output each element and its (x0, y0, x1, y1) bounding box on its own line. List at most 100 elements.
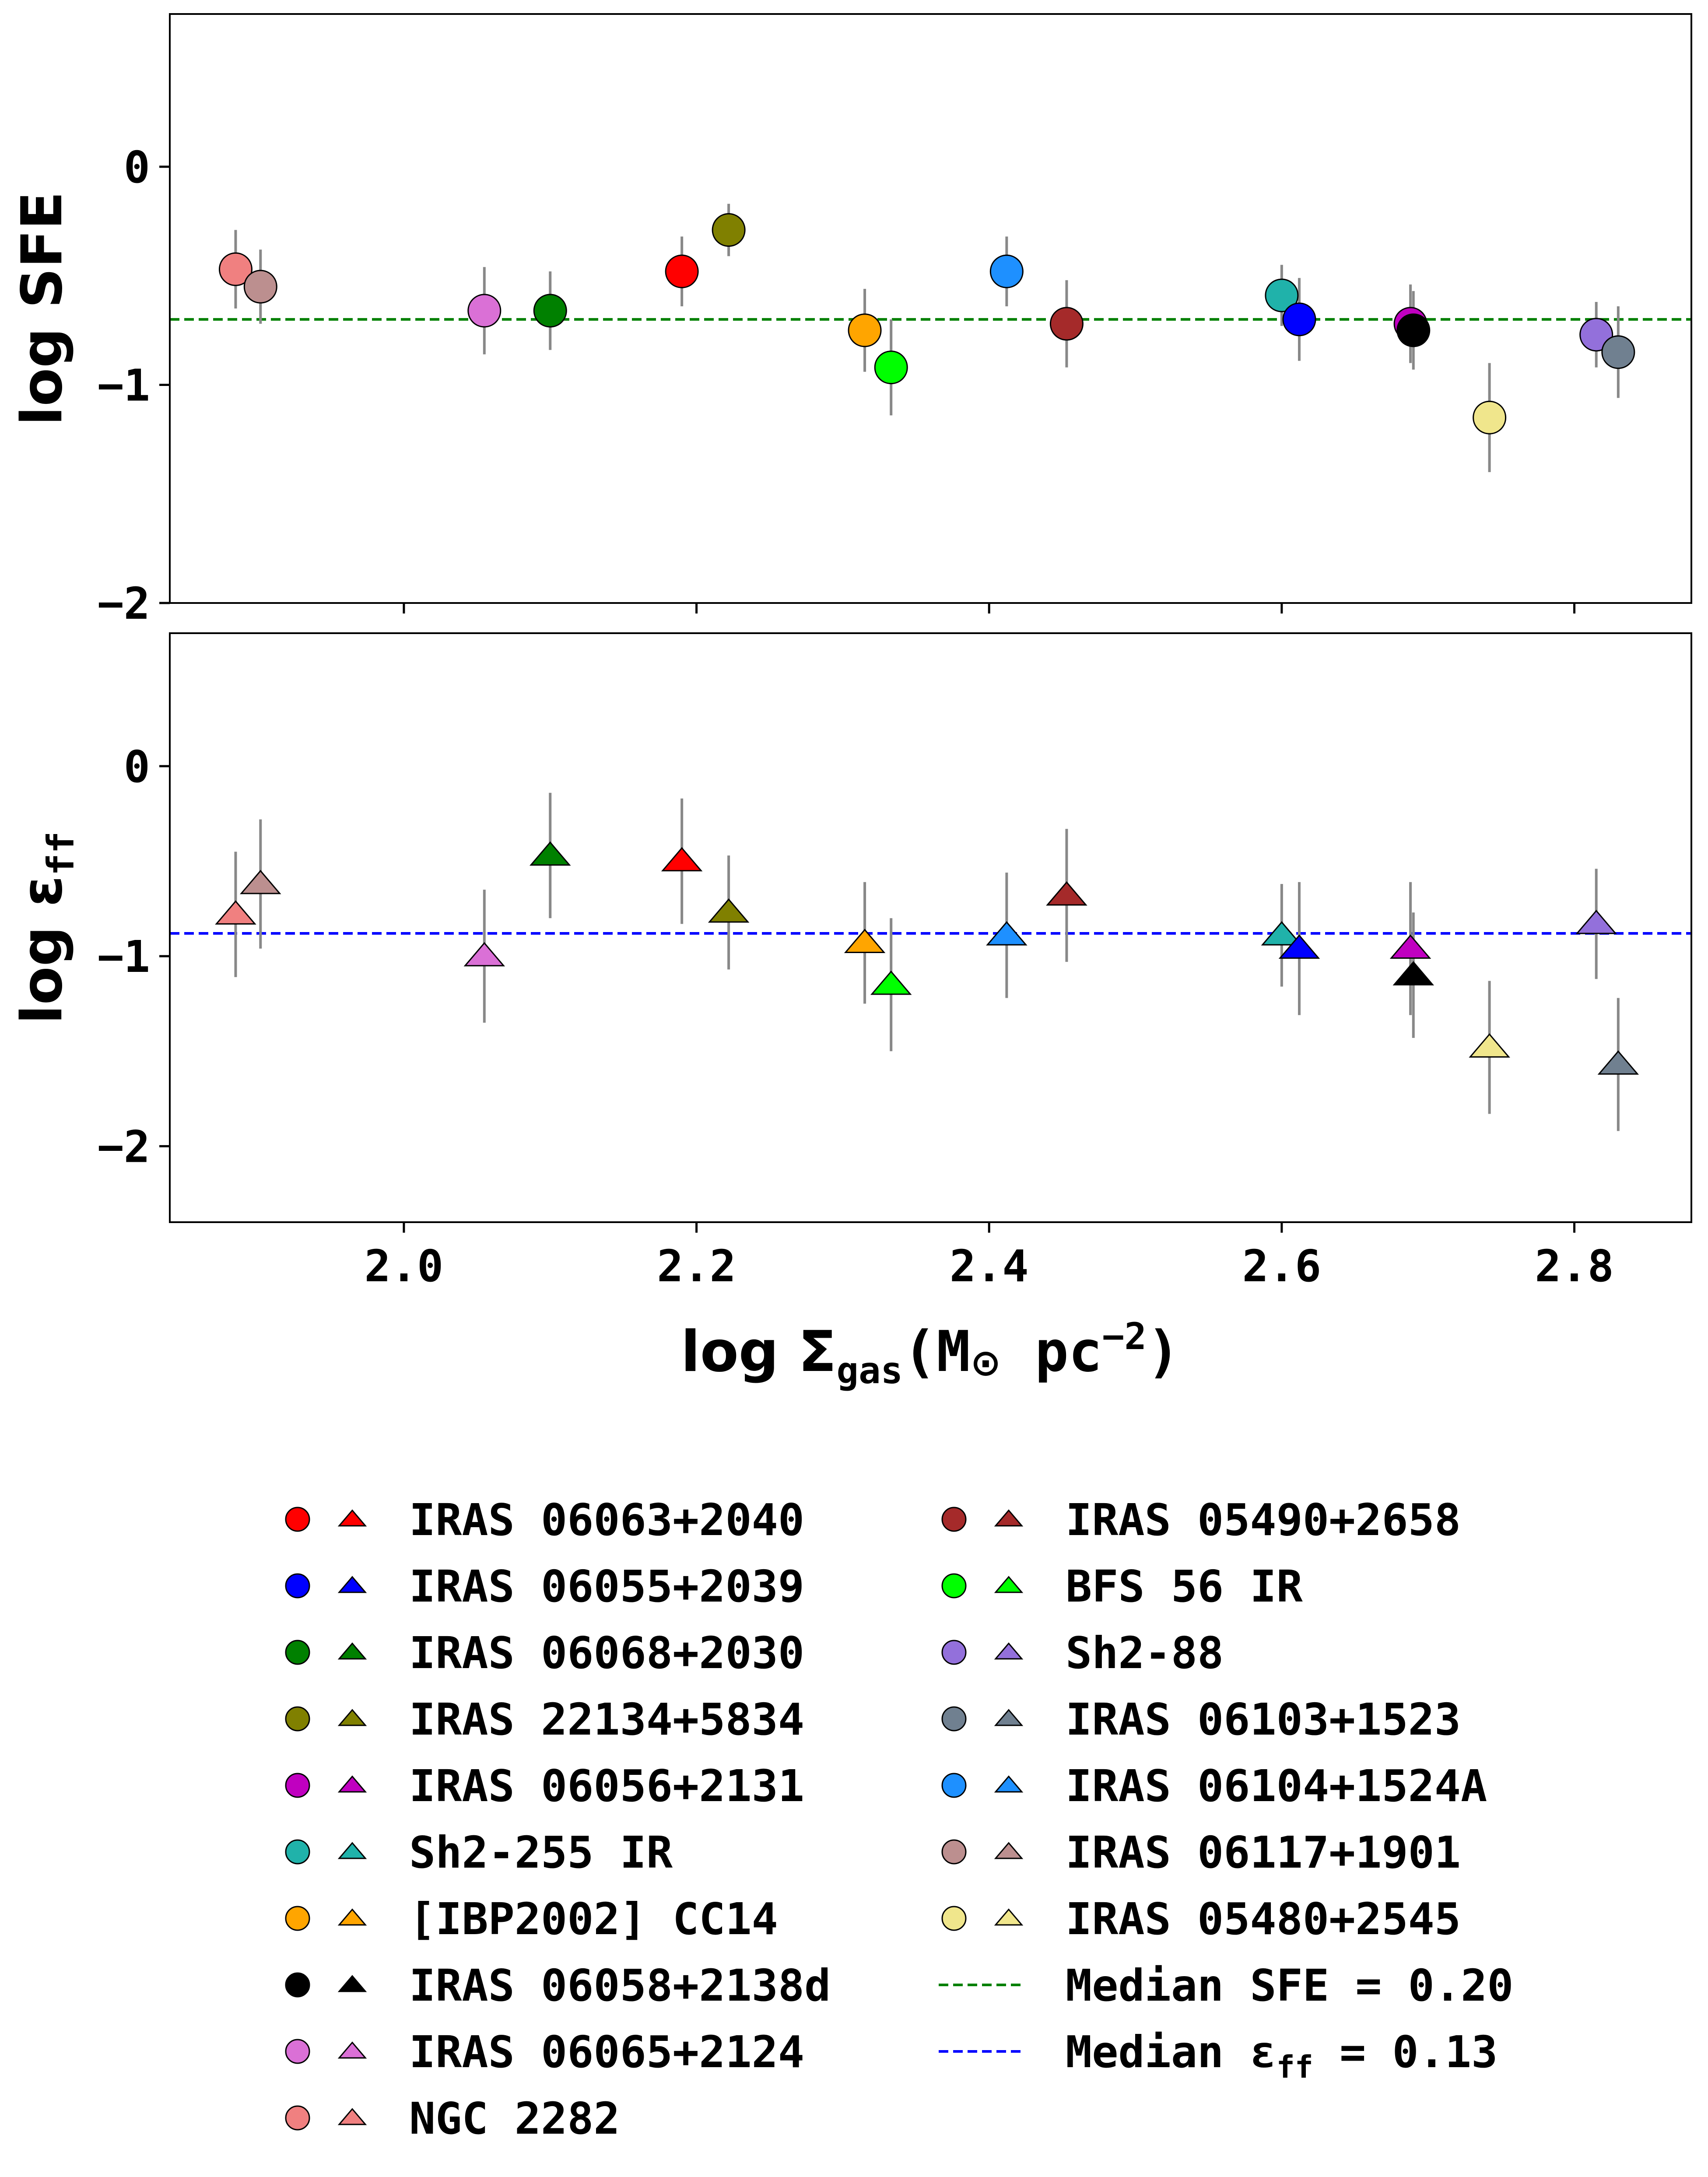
x-axis-label: log Σgas(M⊙ pc−2) (681, 1315, 1180, 1392)
legend-item: IRAS 06063+2040 (285, 1494, 804, 1546)
data-point-triangle (1575, 909, 1617, 934)
x-axis-label-exponent: −2 (1102, 1315, 1147, 1358)
legend-item: Sh2-88 (941, 1627, 1224, 1679)
data-point-circle (989, 254, 1024, 288)
legend-label: IRAS 22134+5834 (409, 1694, 804, 1745)
legend-circle-marker (941, 1706, 967, 1732)
y-tick-label: 0 (124, 142, 150, 193)
legend-circle-marker (285, 1839, 310, 1865)
legend-label: IRAS 05490+2658 (1066, 1494, 1461, 1546)
data-point-triangle (1046, 881, 1087, 906)
legend-circle-marker (285, 1573, 310, 1599)
x-axis-label-unit-rest: pc (1001, 1319, 1102, 1385)
y-axis-label: log εff (10, 831, 82, 1024)
legend-item: IRAS 06104+1524A (941, 1760, 1487, 1812)
legend-item: IRAS 06068+2030 (285, 1627, 804, 1679)
data-point-triangle (870, 970, 912, 995)
legend-item: IRAS 06055+2039 (285, 1561, 804, 1612)
legend-item: [IBP2002] CC14 (285, 1893, 778, 1945)
legend-label: IRAS 06068+2030 (409, 1627, 804, 1679)
data-point-triangle (1278, 934, 1320, 959)
x-tick-label: 2.2 (657, 1241, 736, 1292)
top-panel: 0 −1 −2 log SFE (10, 13, 1692, 629)
x-axis-label-main: log Σ (681, 1319, 836, 1385)
legend-triangle-marker (337, 1908, 367, 1926)
legend-triangle-marker (337, 1576, 367, 1593)
legend-item: IRAS 05490+2658 (941, 1494, 1461, 1546)
legend-triangle-marker (994, 1842, 1024, 1859)
legend-item: BFS 56 IR (941, 1561, 1303, 1612)
data-point-triangle (463, 942, 505, 967)
x-axis-label-unit: (M (903, 1319, 970, 1385)
data-point-circle (665, 254, 699, 288)
legend-circle-marker (285, 1507, 310, 1532)
legend-label: IRAS 06063+2040 (409, 1494, 804, 1546)
data-point-circle (243, 270, 277, 304)
axes-frame (169, 632, 1692, 1223)
y-tick-label: −1 (98, 931, 150, 982)
legend-triangle-marker (337, 1642, 367, 1660)
data-point-circle (1282, 302, 1316, 337)
data-point-circle (533, 294, 567, 328)
legend-item: IRAS 06117+1901 (941, 1827, 1461, 1878)
legend-circle-marker (941, 1507, 967, 1532)
data-point-circle (467, 294, 502, 328)
data-point-triangle (240, 869, 281, 894)
legend-item-median-eff: Median εff = 0.13 (939, 2026, 1498, 2085)
data-point-triangle (1597, 1050, 1639, 1075)
data-point-circle (218, 252, 253, 286)
legend-circle-marker (941, 1906, 967, 1931)
legend-item: IRAS 06058+2138d (285, 1960, 831, 2011)
data-point-circle (848, 313, 882, 347)
y-tick-label: −2 (98, 578, 150, 629)
x-axis-label-sub: gas (836, 1349, 903, 1392)
legend-triangle-marker (337, 1842, 367, 1859)
y-tick-label: 0 (124, 741, 150, 792)
legend-circle-marker (285, 2105, 310, 2131)
legend-circle-marker (285, 1640, 310, 1665)
data-point-triangle (215, 900, 256, 925)
data-point-triangle (708, 898, 750, 923)
legend-item: IRAS 05480+2545 (941, 1893, 1461, 1945)
y-axis-label-sub: ff (39, 831, 82, 876)
legend-triangle-marker (994, 1576, 1024, 1593)
data-point-circle (1396, 313, 1431, 347)
data-point-triangle (1469, 1033, 1510, 1058)
legend-label: [IBP2002] CC14 (409, 1893, 778, 1945)
legend-item: NGC 2282 (285, 2093, 620, 2144)
legend-median-eff-label: Median εff = 0.13 (1066, 2026, 1498, 2085)
x-axis-label-close: ) (1147, 1319, 1180, 1385)
legend-circle-marker (285, 1706, 310, 1732)
data-point-triangle (1261, 921, 1303, 946)
legend-triangle-marker (994, 1908, 1024, 1926)
data-point-triangle (1389, 934, 1431, 959)
legend-label: IRAS 06065+2124 (409, 2026, 804, 2078)
legend-label: IRAS 06117+1901 (1066, 1827, 1461, 1878)
data-point-circle (1601, 335, 1635, 369)
legend-item: IRAS 22134+5834 (285, 1694, 804, 1745)
legend-median-sfe-label: Median SFE = 0.20 (1066, 1960, 1514, 2011)
legend-triangle-marker (337, 1975, 367, 1992)
legend-item-median-sfe: Median SFE = 0.20 (939, 1960, 1514, 2011)
x-tick-label: 2.6 (1242, 1241, 1322, 1292)
legend-label: IRAS 06056+2131 (409, 1760, 804, 1812)
legend-triangle-marker (994, 1709, 1024, 1726)
legend-item: IRAS 06056+2131 (285, 1760, 804, 1812)
legend-label: BFS 56 IR (1066, 1561, 1303, 1612)
legend-item: IRAS 06065+2124 (285, 2026, 804, 2078)
data-point-triangle (1392, 961, 1434, 985)
legend-median-eff-prefix: Median ε (1066, 2026, 1277, 2078)
legend-label: Sh2-88 (1066, 1627, 1224, 1679)
y-tick-label: −1 (98, 360, 150, 411)
legend-circle-marker (285, 1773, 310, 1798)
data-point-triangle (661, 847, 703, 872)
y-axis-label-main: log SFE (10, 191, 75, 425)
legend-triangle-marker (337, 1709, 367, 1726)
legend-triangle-marker (337, 1509, 367, 1527)
legend-circle-marker (285, 2039, 310, 2064)
legend-item: IRAS 06103+1523 (941, 1694, 1461, 1745)
axes-frame (169, 13, 1692, 604)
legend-label: IRAS 06058+2138d (409, 1960, 831, 2011)
x-tick-label: 2.0 (365, 1241, 444, 1292)
x-tick-label: 2.8 (1535, 1241, 1614, 1292)
